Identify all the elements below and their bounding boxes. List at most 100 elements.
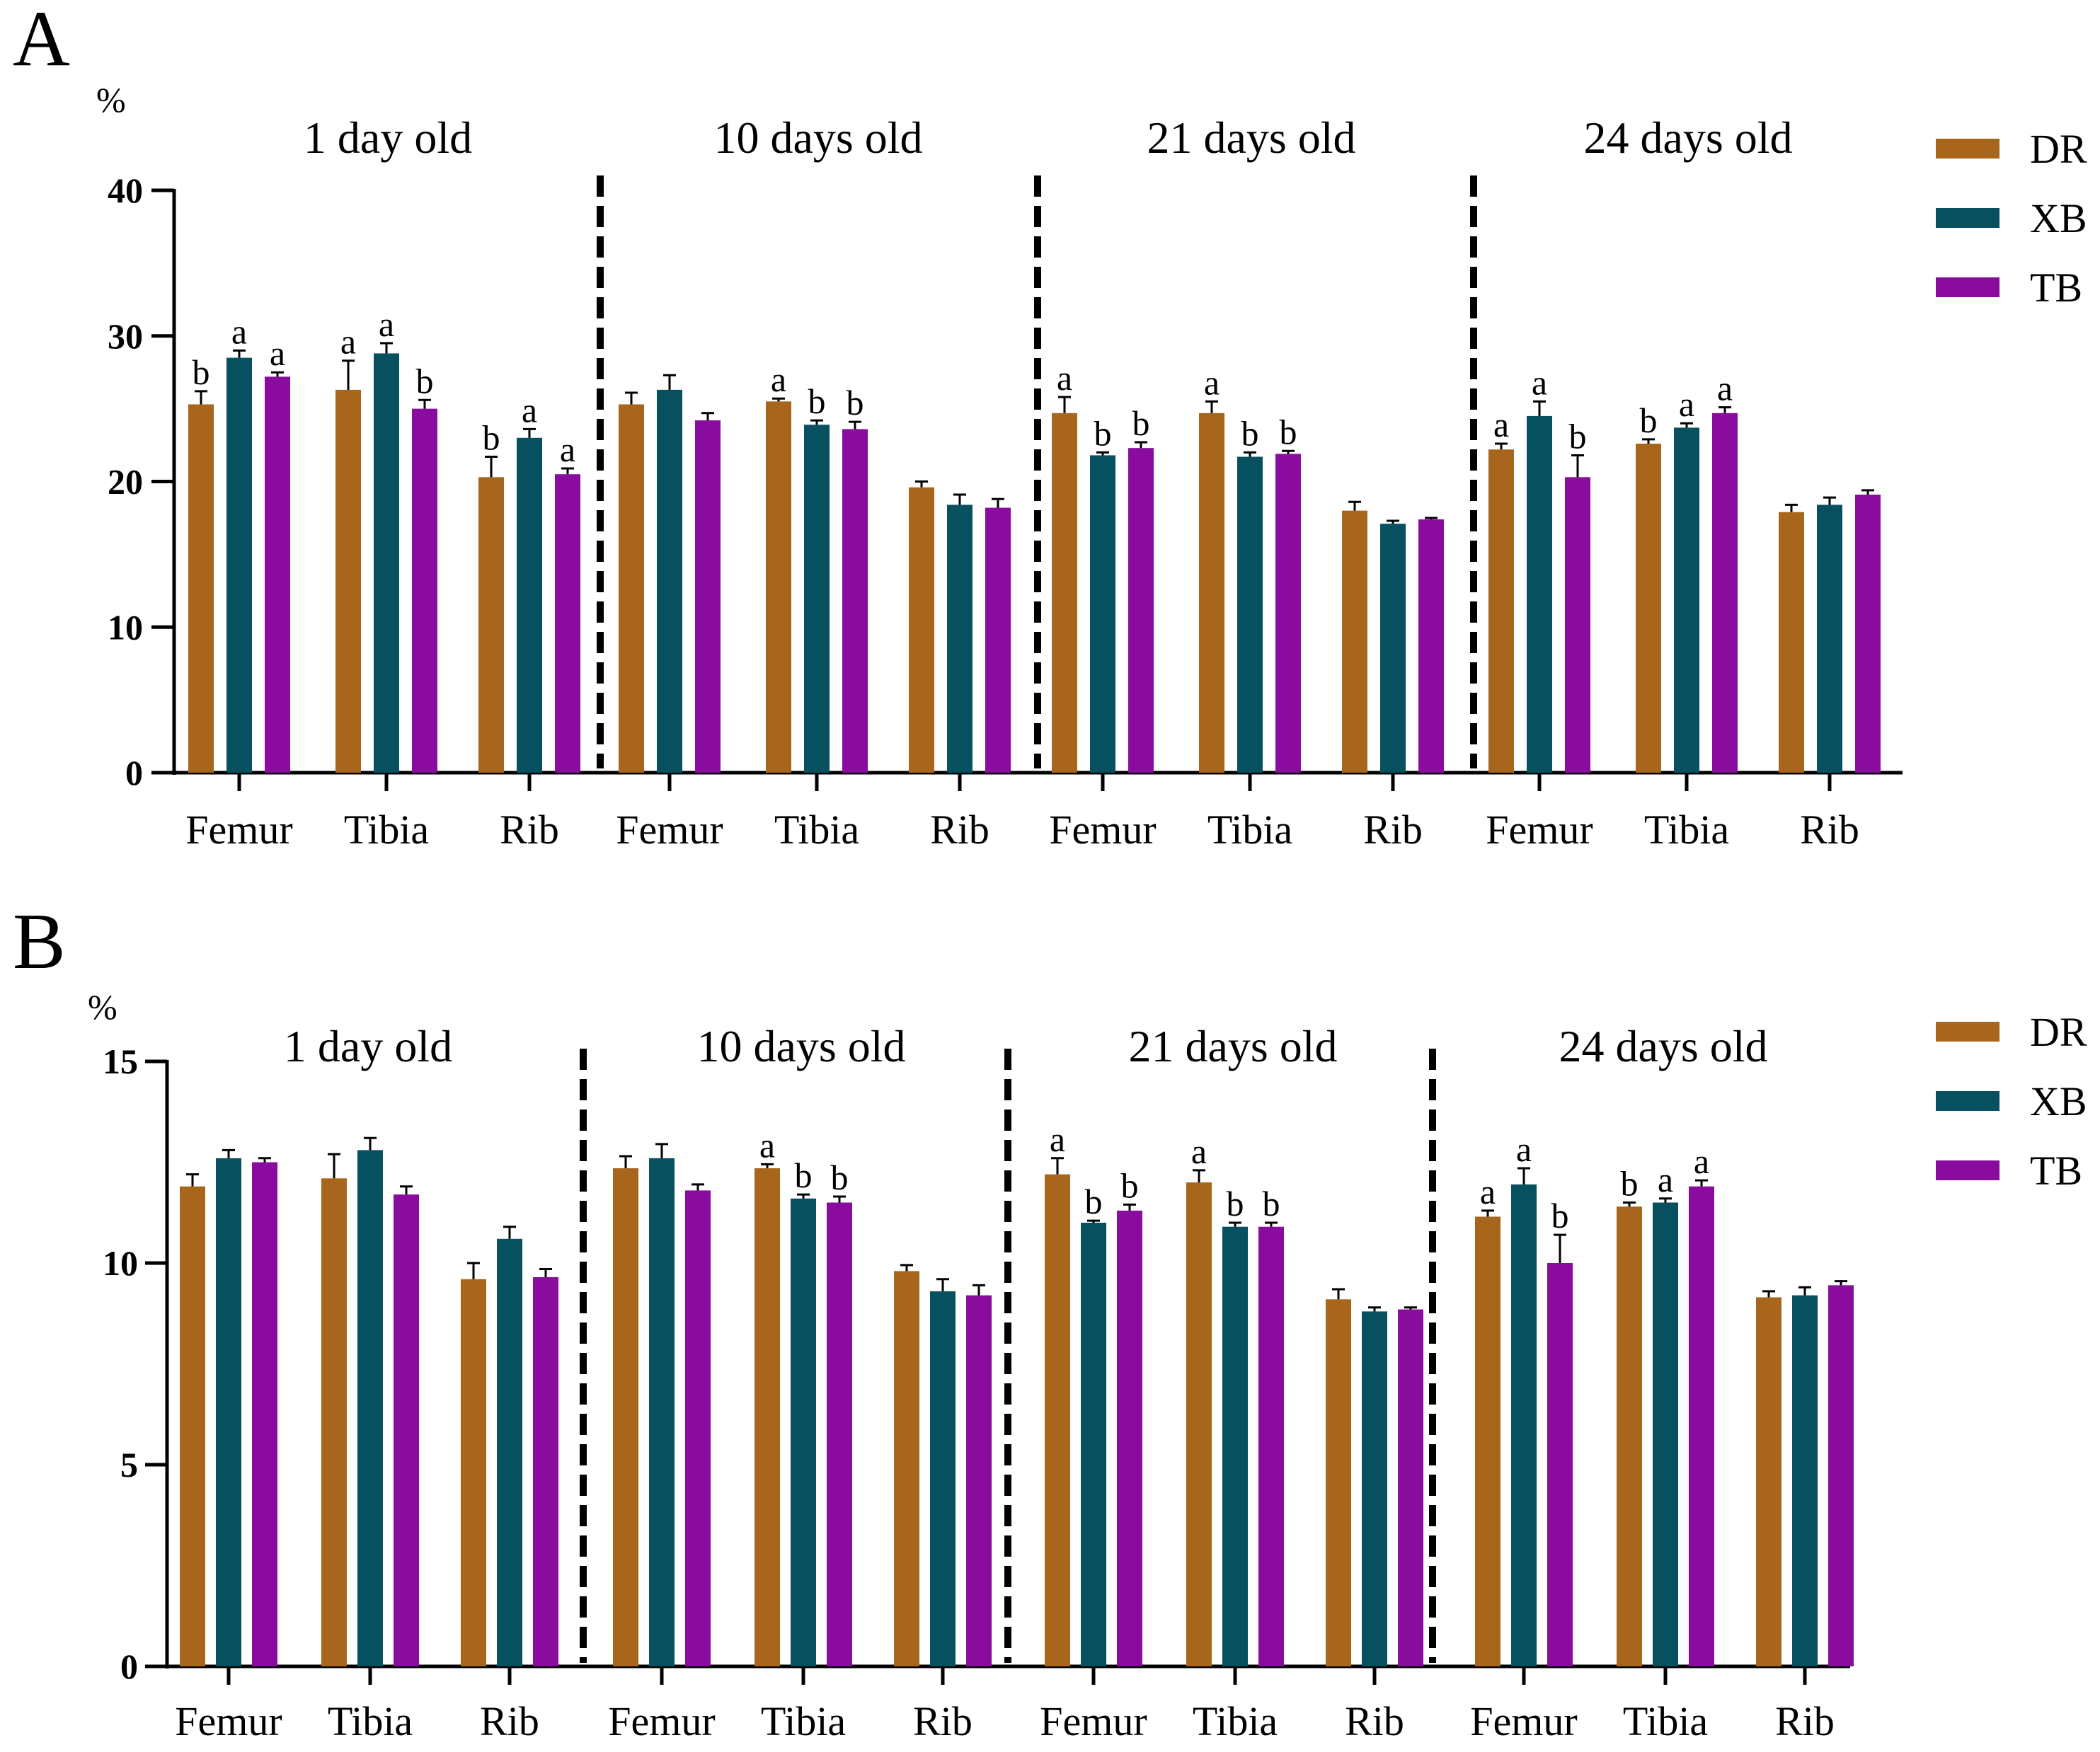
significance-letter: b xyxy=(1094,413,1112,453)
bar-xb xyxy=(649,1158,675,1666)
bar-dr xyxy=(613,1168,638,1666)
significance-letter: b xyxy=(416,361,434,400)
bar-dr xyxy=(1488,449,1514,773)
group-title: 24 days old xyxy=(1583,113,1792,163)
y-tick-label: 30 xyxy=(108,316,143,356)
legend-label-xb: XB xyxy=(2030,195,2087,241)
y-tick-label: 20 xyxy=(108,462,143,502)
significance-letter: a xyxy=(1532,362,1547,402)
significance-letter: b xyxy=(1227,1184,1244,1223)
significance-letter: a xyxy=(759,1125,775,1165)
significance-letter: a xyxy=(522,390,537,430)
bar-tb xyxy=(1117,1210,1142,1666)
bar-xb xyxy=(1380,524,1406,773)
x-tick-label: Femur xyxy=(608,1698,715,1744)
bar-dr xyxy=(1617,1206,1642,1666)
significance-letter: b xyxy=(808,381,826,421)
significance-letter: b xyxy=(1241,413,1259,453)
significance-letter: a xyxy=(1191,1131,1207,1171)
x-tick-label: Femur xyxy=(185,807,292,853)
bar-dr xyxy=(1475,1216,1501,1666)
bar-xb xyxy=(791,1198,816,1666)
legend-swatch-xb xyxy=(1936,1091,1999,1111)
bar-dr xyxy=(188,404,214,773)
x-tick-label: Femur xyxy=(1049,807,1156,853)
significance-letter: a xyxy=(379,304,394,344)
x-tick-label: Tibia xyxy=(774,807,859,853)
bar-tb xyxy=(685,1190,711,1666)
x-tick-label: Rib xyxy=(480,1698,539,1744)
x-tick-label: Femur xyxy=(616,807,723,853)
significance-letter: a xyxy=(231,311,247,351)
significance-letter: b xyxy=(1640,400,1658,440)
x-tick-label: Tibia xyxy=(328,1698,413,1744)
significance-letter: b xyxy=(1263,1184,1280,1223)
bar-dr xyxy=(619,404,644,773)
unit-label: % xyxy=(96,80,126,120)
bar-tb xyxy=(966,1295,992,1666)
group-title: 1 day old xyxy=(304,113,472,163)
bar-dr xyxy=(766,401,791,773)
significance-letter: b xyxy=(193,352,210,392)
significance-letter: a xyxy=(1480,1172,1496,1211)
y-tick-label: 10 xyxy=(108,607,143,647)
x-tick-label: Femur xyxy=(1486,807,1593,853)
bar-tb xyxy=(1275,454,1301,773)
significance-letter: a xyxy=(771,359,786,399)
x-tick-label: Rib xyxy=(1345,1698,1404,1744)
x-tick-label: Rib xyxy=(1775,1698,1835,1744)
x-tick-label: Femur xyxy=(175,1698,282,1744)
bar-dr xyxy=(894,1271,919,1666)
legend-label-dr: DR xyxy=(2030,126,2087,172)
bar-xb xyxy=(216,1158,241,1666)
bar-tb xyxy=(1128,448,1154,773)
significance-letter: a xyxy=(1204,362,1220,402)
legend-label-tb: TB xyxy=(2030,265,2082,311)
significance-letter: a xyxy=(1679,384,1694,424)
bar-tb xyxy=(252,1162,277,1666)
bar-xb xyxy=(1817,505,1842,773)
bar-xb xyxy=(1674,427,1699,773)
bar-dr xyxy=(461,1279,486,1666)
bar-dr xyxy=(1052,413,1077,773)
group-title: 10 days old xyxy=(713,113,922,163)
bar-xb xyxy=(1527,415,1552,773)
significance-letter: a xyxy=(1694,1141,1709,1181)
group-title: 1 day old xyxy=(284,1021,452,1071)
bar-xb xyxy=(1081,1223,1106,1666)
legend-label-tb: TB xyxy=(2030,1148,2082,1194)
bar-dr xyxy=(180,1186,205,1666)
x-tick-label: Rib xyxy=(930,807,989,853)
legend-swatch-dr xyxy=(1936,139,1999,159)
bar-xb xyxy=(1222,1226,1248,1666)
bar-xb xyxy=(1792,1295,1818,1666)
legend-swatch-tb xyxy=(1936,1160,1999,1180)
bar-dr xyxy=(1779,512,1804,773)
bar-xb xyxy=(517,437,542,773)
legend-swatch-dr xyxy=(1936,1022,1999,1042)
significance-letter: b xyxy=(1621,1164,1639,1204)
y-tick-label: 10 xyxy=(103,1243,138,1283)
significance-letter: b xyxy=(1280,412,1297,451)
x-tick-label: Tibia xyxy=(1207,807,1292,853)
legend-swatch-xb xyxy=(1936,208,1999,228)
significance-letter: b xyxy=(831,1158,849,1197)
significance-letter: b xyxy=(1551,1196,1569,1235)
bar-tb xyxy=(533,1276,558,1666)
significance-letter: a xyxy=(1717,369,1733,408)
significance-letter: a xyxy=(270,333,285,373)
bar-dr xyxy=(478,477,504,773)
y-tick-label: 15 xyxy=(103,1042,138,1081)
panel-b: B% 0 5 10 15 1 day old Femur Tibia Rib 10 days ol… xyxy=(13,898,2087,1744)
group-title: 21 days old xyxy=(1128,1021,1337,1071)
y-tick-label: 40 xyxy=(108,171,143,210)
bar-dr xyxy=(1326,1299,1351,1666)
y-tick-label: 0 xyxy=(120,1647,138,1686)
x-tick-label: Rib xyxy=(1800,807,1859,853)
legend-label-xb: XB xyxy=(2030,1078,2087,1124)
y-tick-label: 0 xyxy=(125,753,143,793)
bar-xb xyxy=(1511,1184,1537,1666)
y-tick-label: 5 xyxy=(120,1445,138,1485)
